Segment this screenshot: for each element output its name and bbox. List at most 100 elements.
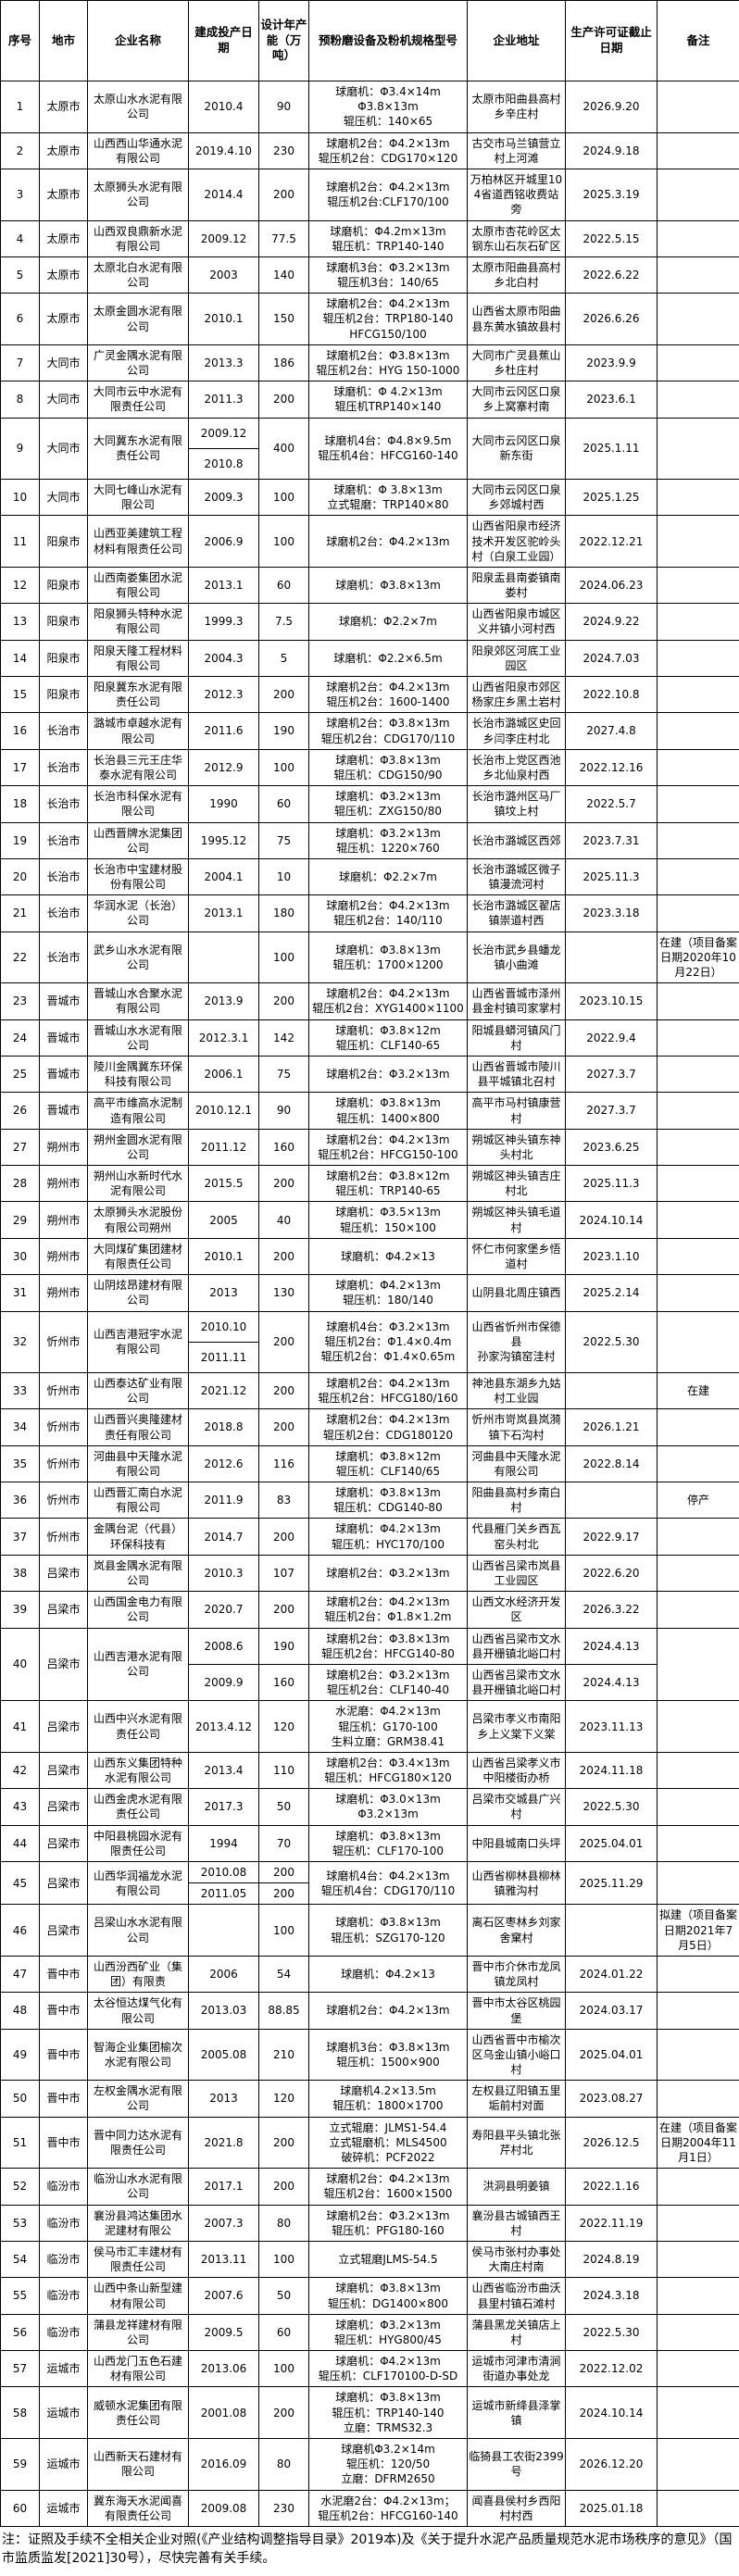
cell-address: 侯马市张村办事处大南庄村南 [468, 2241, 566, 2277]
cell-no: 53 [1, 2205, 40, 2241]
cell-address: 太原市杏花岭区太钢东山石灰石矿区 [468, 220, 566, 256]
cell-remark [658, 2351, 739, 2387]
cell-equipment: 球磨机2台：Φ4.2×13m 辊压机2台：1600×1500 [309, 2169, 468, 2205]
cell-date: 2011.12 [189, 1129, 259, 1165]
cell-address: 大同市云冈区口泉乡上窝寨村南 [468, 381, 566, 418]
cell-name: 高平市维高水泥制造有限公司 [88, 1093, 189, 1129]
cell-name: 武乡山水水泥有限公司 [88, 932, 189, 983]
cell-capacity: 60 [259, 786, 309, 822]
cell-remark [658, 516, 739, 568]
cell-date: 2014.7 [189, 1519, 259, 1555]
cell-name: 蒲县龙祥建材有限公司 [88, 2314, 189, 2350]
cell-equipment: 球磨机：Φ3.8×13m 辊压机：1400×800 [309, 1093, 468, 1129]
cell-license: 2025.1.25 [566, 479, 658, 515]
cell-remark [658, 983, 739, 1019]
cell-remark: 在建（项目备案日期2020年10月22日） [658, 932, 739, 983]
cell-license: 2025.3.19 [566, 169, 658, 220]
cell-address: 太原市阳曲县高村乡北白村 [468, 256, 566, 293]
column-header: 设计年产能（万吨） [259, 1, 309, 81]
cell-date: 2013.4.12 [189, 1701, 259, 1753]
cell-city: 晋城市 [40, 983, 88, 1019]
cell-city: 临汾市 [40, 2314, 88, 2350]
cell-name: 太原狮头水泥股份有限公司朔州 [88, 1202, 189, 1238]
cell-remark [658, 1592, 739, 1628]
cell-capacity: 5 [259, 640, 309, 676]
cell-license: 2022.5.30 [566, 1311, 658, 1372]
cell-name: 大同市云中水泥有限责任公司 [88, 381, 189, 418]
cell-remark [658, 749, 739, 785]
cell-equipment: 球磨机Φ3.2×14m 辊压机：120/50 立磨：DFRM2650 [309, 2439, 468, 2491]
cell-no: 51 [1, 2117, 40, 2169]
cell-equipment: 球磨机2台：Φ4.2×13m 辊压机2台：CDG170×120 [309, 132, 468, 169]
cell-capacity: 60 [259, 567, 309, 603]
cell-date: 2013.3 [189, 344, 259, 381]
column-header: 序号 [1, 1, 40, 81]
cell-no: 22 [1, 932, 40, 983]
cell-capacity: 160 [259, 1129, 309, 1165]
cell-capacity: 77.5 [259, 220, 309, 256]
cell-equipment: 球磨机2台：Φ4.2×13m 辊压机2台：TRP180-140 HFCG150/… [309, 294, 468, 345]
cell-capacity: 200 [259, 2169, 309, 2205]
cell-address: 运城市河津市清涧街道办事处龙 [468, 2351, 566, 2387]
cell-address: 大同市广灵县蕉山乡杜庄村 [468, 344, 566, 381]
cell-date: 2019.4.10 [189, 132, 259, 169]
cell-remark [658, 713, 739, 749]
cell-equipment: 球磨机2台：Φ4.2×13m 辊压机2台：HFCG180/160 [309, 1372, 468, 1408]
cell-capacity: 120 [259, 1701, 309, 1753]
cell-name: 山西西山华通水泥有限公司 [88, 132, 189, 169]
cell-city: 忻州市 [40, 1519, 88, 1555]
cell-license [566, 1482, 658, 1519]
cell-license: 2022.5.15 [566, 220, 658, 256]
cell-no: 1 [1, 81, 40, 133]
cell-license: 2025.11.3 [566, 858, 658, 894]
cell-no: 27 [1, 1129, 40, 1165]
cell-city: 阳泉市 [40, 677, 88, 713]
cell-equipment: 球磨机2台：Φ3.8×13m 辊压机2台：CDG170/110 [309, 713, 468, 749]
cell-remark [658, 1956, 739, 1992]
cell-no: 13 [1, 604, 40, 640]
cell-license: 2023.3.18 [566, 895, 658, 932]
cell-equipment: 球磨机：Φ 4.2×13m 辊压机TRP140×140 [309, 381, 468, 418]
cell-date [189, 1905, 259, 1957]
cell-equipment: 球磨机：Φ3.8×13m [309, 567, 468, 603]
cell-capacity: 100 [259, 479, 309, 515]
cell-no: 14 [1, 640, 40, 676]
cell-city: 阳泉市 [40, 567, 88, 603]
cell-city: 晋中市 [40, 1993, 88, 2029]
cell-license: 2022.12.16 [566, 749, 658, 785]
cell-name: 大同七峰山水泥有限公司 [88, 479, 189, 515]
cell-name: 太原北白水泥有限公司 [88, 256, 189, 293]
cell-date: 2009.08 [189, 2490, 259, 2526]
cell-license: 2025.04.01 [566, 1825, 658, 1861]
cell-address: 长治市上党区西池乡北仙泉村西 [468, 749, 566, 785]
cell-city: 长治市 [40, 858, 88, 894]
cell-license: 2022.9.4 [566, 1019, 658, 1056]
cell-city: 吕梁市 [40, 1825, 88, 1861]
cell-capacity: 7.5 [259, 604, 309, 640]
cell-city: 太原市 [40, 169, 88, 220]
cell-no: 49 [1, 2029, 40, 2081]
cell-capacity: 210 [259, 2029, 309, 2081]
cell-address: 中阳县城南口头坪 [468, 1825, 566, 1861]
cell-date: 2010.1 [189, 1238, 259, 1274]
cell-capacity: 10 [259, 858, 309, 894]
cell-equipment: 球磨机：Φ4.2×13m 辊压机：180/140 [309, 1275, 468, 1311]
cell-no: 34 [1, 1409, 40, 1445]
cell-date: 2006 [189, 1956, 259, 1992]
cell-remark [658, 2278, 739, 2314]
cell-license: 2022.5.7 [566, 786, 658, 822]
cell-license: 2027.3.7 [566, 1056, 658, 1092]
cell-date: 2005 [189, 1202, 259, 1238]
cell-equipment: 球磨机：Φ3.2×13m 辊压机：ZXG150/80 [309, 786, 468, 822]
cell-capacity: 50 [259, 2278, 309, 2314]
cell-no: 35 [1, 1445, 40, 1482]
cell-equipment: 球磨机2台：Φ3.2×13m [309, 1056, 468, 1092]
cell-no: 21 [1, 895, 40, 932]
cell-no: 38 [1, 1555, 40, 1591]
cell-equipment: 球磨机2台：Φ3.2×13m [309, 1555, 468, 1591]
